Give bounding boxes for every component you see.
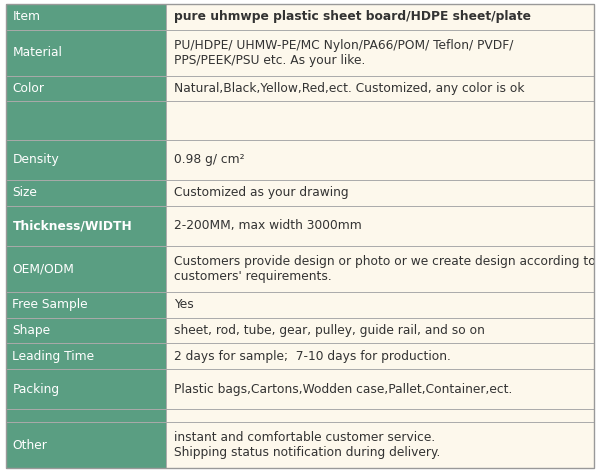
Text: Size: Size: [13, 186, 37, 199]
Bar: [166, 180, 594, 206]
Bar: [166, 292, 594, 318]
Bar: [6, 206, 166, 246]
Text: instant and comfortable customer service.
Shipping status notification during de: instant and comfortable customer service…: [173, 431, 440, 459]
Text: sheet, rod, tube, gear, pulley, guide rail, and so on: sheet, rod, tube, gear, pulley, guide ra…: [173, 324, 485, 337]
Text: Packing: Packing: [13, 383, 59, 396]
Text: Item: Item: [13, 10, 40, 23]
Text: OEM/ODM: OEM/ODM: [13, 262, 74, 276]
Text: Other: Other: [13, 438, 47, 452]
Text: Yes: Yes: [173, 298, 193, 311]
Bar: [166, 369, 594, 409]
Bar: [6, 140, 166, 180]
Bar: [6, 292, 166, 318]
Text: Thickness/WIDTH: Thickness/WIDTH: [13, 219, 132, 232]
Bar: [6, 246, 166, 292]
Bar: [6, 318, 166, 343]
Bar: [6, 4, 166, 30]
Text: 2 days for sample;  7-10 days for production.: 2 days for sample; 7-10 days for product…: [173, 350, 451, 362]
Bar: [166, 246, 594, 292]
Bar: [6, 30, 166, 76]
Bar: [6, 422, 166, 468]
Bar: [166, 343, 594, 369]
Bar: [6, 76, 166, 101]
Bar: [6, 343, 166, 369]
Bar: [166, 422, 594, 468]
Bar: [6, 369, 166, 409]
Bar: [166, 101, 594, 140]
Text: Color: Color: [13, 82, 44, 95]
Text: Material: Material: [13, 46, 62, 59]
Bar: [166, 4, 594, 30]
Bar: [166, 76, 594, 101]
Text: Natural,Black,Yellow,Red,ect. Customized, any color is ok: Natural,Black,Yellow,Red,ect. Customized…: [173, 82, 524, 95]
Bar: [166, 409, 594, 422]
Text: Customized as your drawing: Customized as your drawing: [173, 186, 348, 199]
Text: pure uhmwpe plastic sheet board/HDPE sheet/plate: pure uhmwpe plastic sheet board/HDPE she…: [173, 10, 530, 23]
Bar: [166, 206, 594, 246]
Bar: [166, 140, 594, 180]
Text: Customers provide design or photo or we create design according to
customers' re: Customers provide design or photo or we …: [173, 255, 595, 283]
Text: 0.98 g/ cm²: 0.98 g/ cm²: [173, 153, 244, 167]
Bar: [6, 409, 166, 422]
Text: PU/HDPE/ UHMW-PE/MC Nylon/PA66/POM/ Teflon/ PVDF/
PPS/PEEK/PSU etc. As your like: PU/HDPE/ UHMW-PE/MC Nylon/PA66/POM/ Tefl…: [173, 39, 513, 67]
Text: Density: Density: [13, 153, 59, 167]
Bar: [6, 101, 166, 140]
Text: 2-200MM, max width 3000mm: 2-200MM, max width 3000mm: [173, 219, 361, 232]
Bar: [166, 30, 594, 76]
Bar: [166, 318, 594, 343]
Text: Free Sample: Free Sample: [13, 298, 88, 311]
Text: Shape: Shape: [13, 324, 50, 337]
Bar: [6, 180, 166, 206]
Text: Leading Time: Leading Time: [13, 350, 95, 362]
Text: Plastic bags,Cartons,Wodden case,Pallet,Container,ect.: Plastic bags,Cartons,Wodden case,Pallet,…: [173, 383, 512, 396]
